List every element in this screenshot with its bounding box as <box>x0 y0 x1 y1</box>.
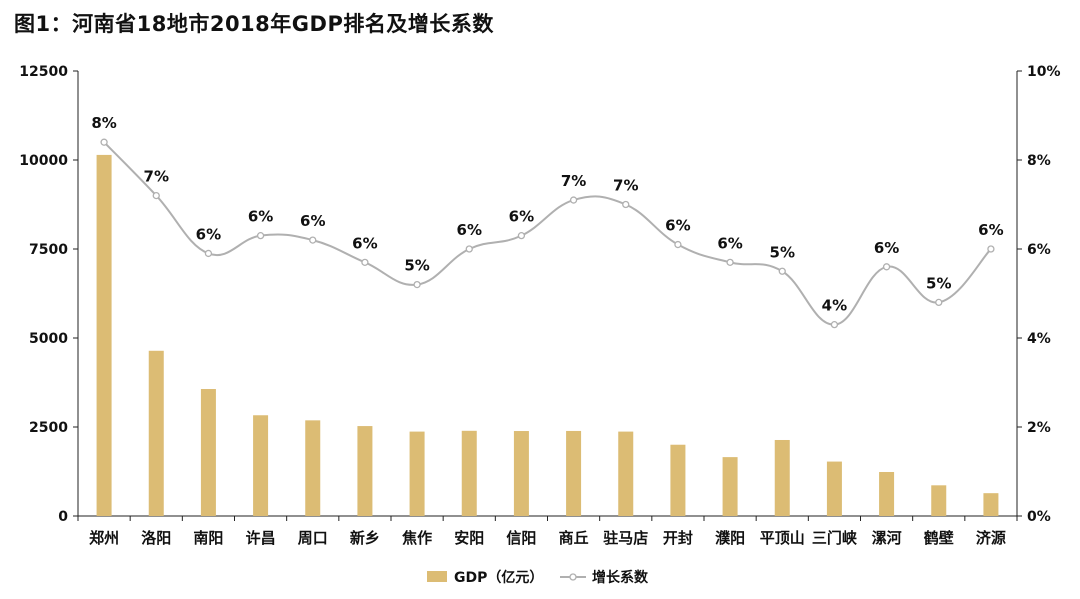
gdp-bar <box>253 415 269 516</box>
right-tick-label: 8% <box>1027 153 1051 169</box>
tick-labels: 0 2500 5000 7500 10000 12500 0% 2% 4% 6% 8% 10% 郑州 洛阳… <box>19 64 1060 547</box>
growth-data-label: 6% <box>352 234 377 252</box>
growth-point <box>309 236 317 244</box>
category-label: 平顶山 <box>760 529 805 547</box>
growth-data-label: 6% <box>665 217 690 235</box>
left-tick-label: 5000 <box>29 331 68 347</box>
growth-data-label: 6% <box>509 208 534 226</box>
gdp-bar <box>618 431 634 516</box>
gdp-bar <box>409 431 425 516</box>
category-label: 洛阳 <box>141 529 171 547</box>
growth-point <box>361 258 369 267</box>
growth-data-label: 5% <box>404 257 429 275</box>
legend-bar-swatch <box>427 571 447 582</box>
right-tick-label: 6% <box>1027 242 1051 258</box>
axes <box>73 70 1022 521</box>
growth-data-label: 6% <box>978 221 1003 239</box>
gdp-bar <box>983 493 999 516</box>
category-label: 信阳 <box>506 529 536 547</box>
category-label: 周口 <box>298 529 328 547</box>
gdp-bar <box>670 444 686 516</box>
growth-data-label: 7% <box>144 168 169 186</box>
growth-point <box>152 191 160 200</box>
growth-data-label: 6% <box>717 234 742 252</box>
growth-data-label: 5% <box>770 243 795 261</box>
category-label: 许昌 <box>246 529 276 547</box>
growth-data-label: 6% <box>874 239 899 257</box>
gdp-bar <box>357 426 373 516</box>
gdp-bar <box>148 350 164 516</box>
growth-point <box>100 138 108 146</box>
growth-point <box>465 245 473 253</box>
gdp-bar <box>200 389 216 516</box>
category-label: 焦作 <box>401 529 432 547</box>
growth-data-label: 6% <box>248 208 273 226</box>
category-label: 新乡 <box>350 529 380 547</box>
growth-point <box>830 320 839 329</box>
left-tick-label: 0 <box>58 509 68 525</box>
growth-point <box>726 258 734 267</box>
left-tick-label: 12500 <box>19 64 68 80</box>
growth-point <box>987 245 995 253</box>
legend-line-label: 增长系数 <box>592 569 649 586</box>
category-label: 南阳 <box>193 529 223 547</box>
page-title: 图1：河南省18地市2018年GDP排名及增长系数 <box>14 12 494 36</box>
gdp-bar <box>96 154 112 517</box>
growth-data-label: 4% <box>822 297 847 315</box>
gdp-bar <box>566 430 582 516</box>
growth-data-label: 7% <box>561 172 586 190</box>
growth-point <box>569 196 578 204</box>
right-tick-label: 0% <box>1027 509 1051 525</box>
growth-point <box>935 298 943 307</box>
left-tick-label: 7500 <box>29 242 68 258</box>
category-label: 鹤壁 <box>924 529 954 547</box>
line-series: 8% 7% 6% 6% 6% 6% 5% 6% 6% 7% 7% 6% 6% 5% 4% 6% 5% 6% <box>91 114 1004 329</box>
gdp-bar <box>826 461 842 516</box>
legend: GDP（亿元） 增长系数 <box>427 569 649 586</box>
category-label: 三门峡 <box>812 529 858 547</box>
category-label: 漯河 <box>872 529 902 547</box>
category-label: 济源 <box>976 529 1006 547</box>
category-label: 开封 <box>663 529 693 547</box>
growth-data-label: 6% <box>457 221 482 239</box>
left-tick-label: 10000 <box>19 153 68 169</box>
gdp-bar <box>931 485 947 516</box>
growth-data-label: 5% <box>926 274 951 292</box>
category-label: 安阳 <box>454 529 484 547</box>
gdp-bar <box>774 439 790 516</box>
growth-point <box>517 231 526 240</box>
growth-point <box>413 280 421 289</box>
category-label: 濮阳 <box>715 529 745 547</box>
growth-point <box>622 200 630 209</box>
legend-bar-label: GDP（亿元） <box>454 569 543 586</box>
right-tick-label: 2% <box>1027 420 1051 436</box>
growth-data-label: 6% <box>300 212 325 230</box>
category-label: 郑州 <box>89 529 119 547</box>
growth-point <box>882 263 891 271</box>
category-label: 商丘 <box>559 529 589 547</box>
bar-series <box>96 154 999 517</box>
growth-data-label: 8% <box>91 114 116 132</box>
gdp-bar <box>722 457 738 516</box>
left-tick-label: 2500 <box>29 420 68 436</box>
gdp-bar <box>879 471 895 516</box>
growth-point <box>674 240 682 249</box>
growth-data-label: 7% <box>613 177 638 195</box>
category-label: 驻马店 <box>603 529 648 547</box>
growth-point <box>778 267 786 275</box>
gdp-bar <box>305 420 321 516</box>
growth-line <box>103 141 992 326</box>
growth-point <box>204 249 213 258</box>
right-tick-label: 4% <box>1027 331 1051 347</box>
gdp-bar <box>461 430 477 516</box>
gdp-bar <box>513 431 529 516</box>
growth-data-label: 6% <box>196 225 221 243</box>
growth-point <box>256 231 265 240</box>
legend-line-marker <box>569 573 577 581</box>
right-tick-label: 10% <box>1027 64 1061 80</box>
